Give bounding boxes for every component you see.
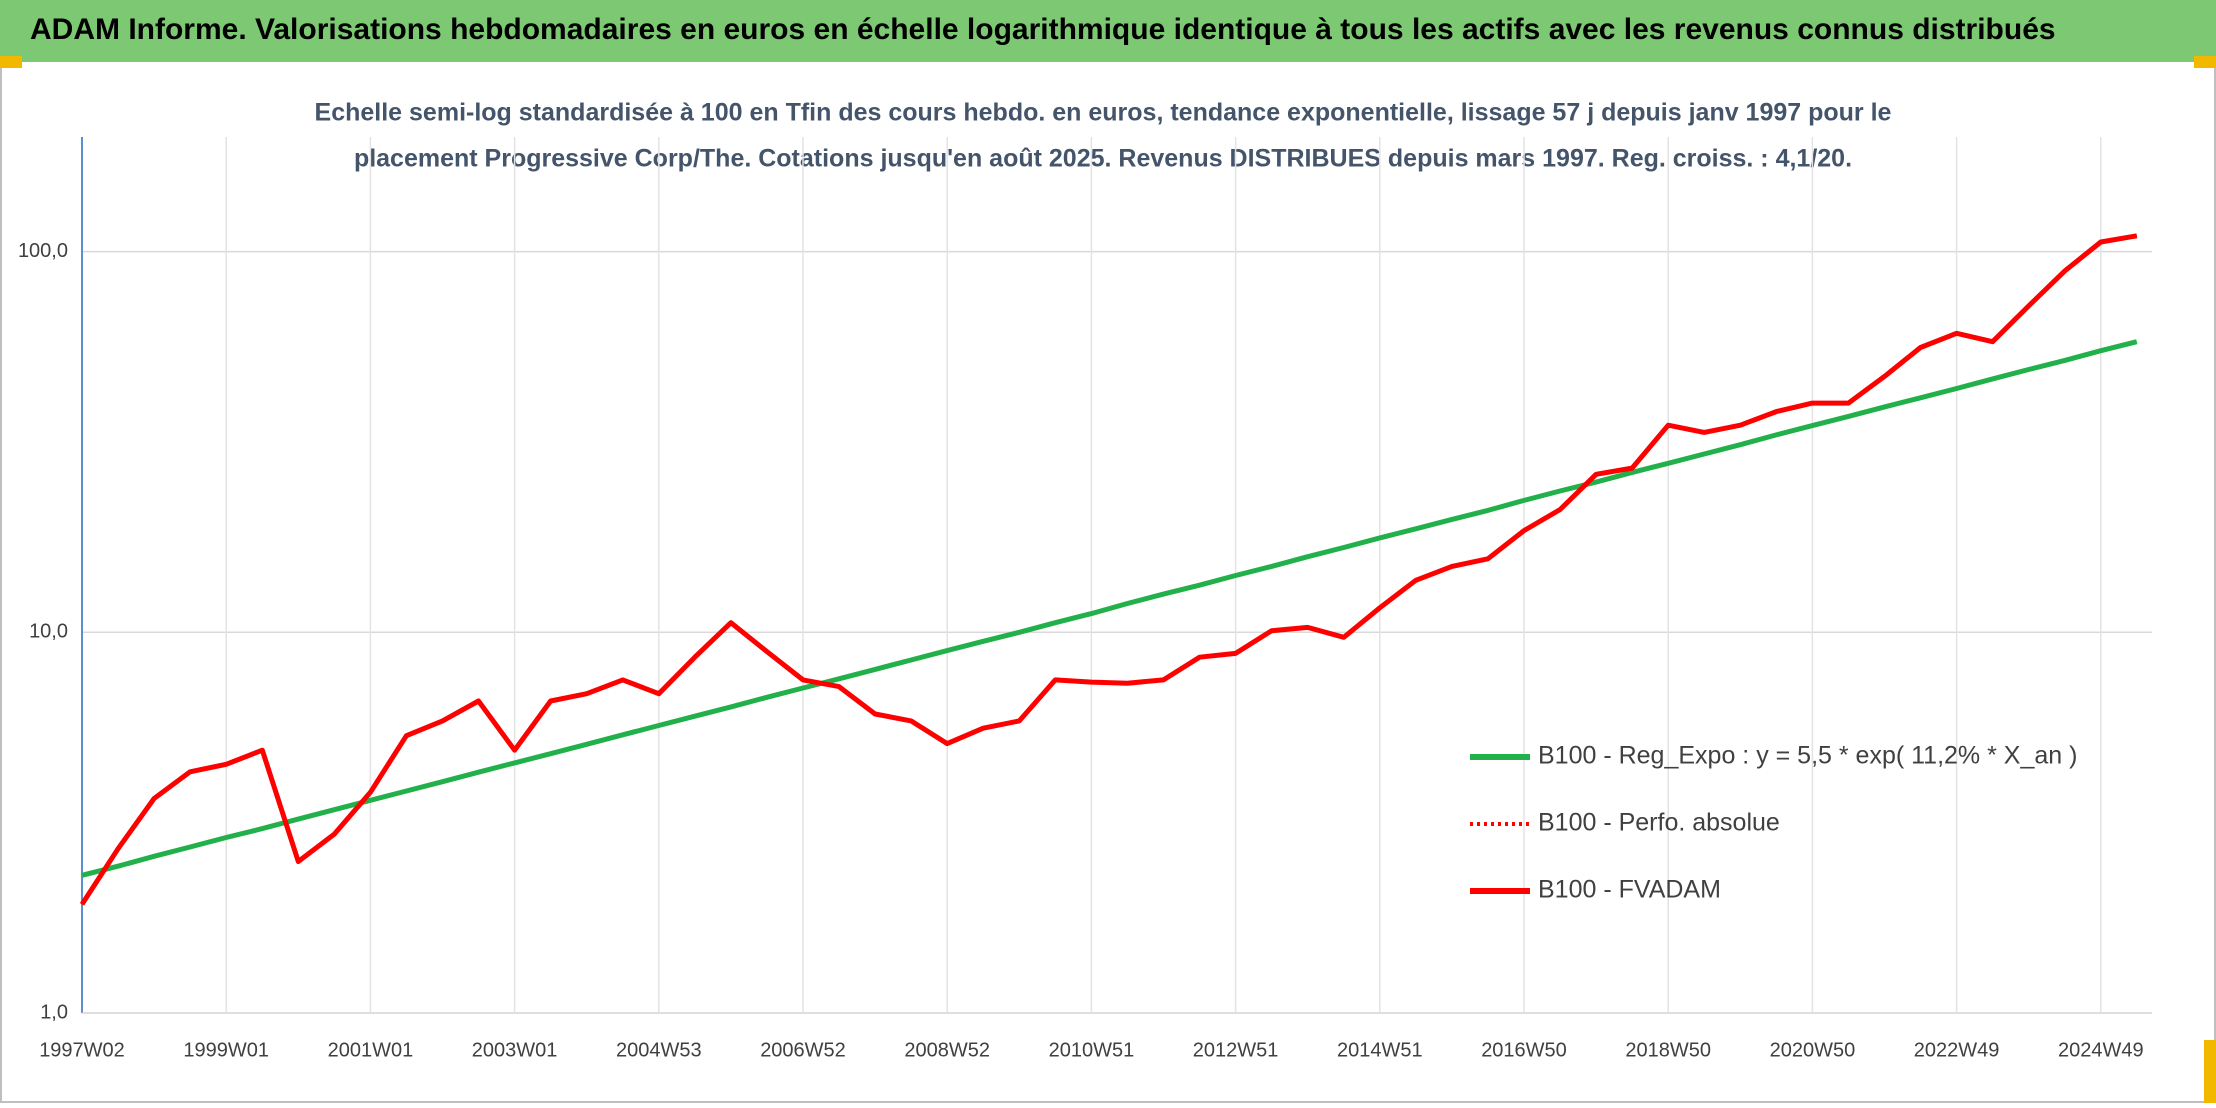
x-tick-label: 2012W51: [1193, 1039, 1279, 1061]
x-tick-label: 2020W50: [1770, 1039, 1856, 1061]
x-tick-label: 1999W01: [183, 1039, 269, 1061]
chart-subtitle: Echelle semi-log standardisée à 100 en T…: [315, 99, 1892, 127]
x-tick-label: 2024W49: [2058, 1039, 2144, 1061]
x-tick-label: 2001W01: [328, 1039, 414, 1061]
chart-subtitle: placement Progressive Corp/The. Cotation…: [354, 145, 1852, 173]
corner-mark: [2204, 1040, 2216, 1103]
y-tick-label: 1,0: [40, 1001, 68, 1023]
series-line: [79, 233, 2138, 906]
series-line: [81, 339, 2138, 878]
legend-label: B100 - Perfo. absolue: [1538, 809, 1780, 837]
x-tick-label: 2006W52: [760, 1039, 846, 1061]
x-tick-label: 2003W01: [472, 1039, 558, 1061]
header-bar: [0, 0, 2216, 62]
corner-mark: [0, 56, 22, 68]
x-tick-label: 2010W51: [1049, 1039, 1135, 1061]
x-tick-label: 1997W02: [39, 1039, 125, 1061]
y-tick-label: 10,0: [29, 621, 68, 643]
x-tick-label: 2008W52: [904, 1039, 990, 1061]
x-tick-label: 2014W51: [1337, 1039, 1423, 1061]
x-tick-label: 2004W53: [616, 1039, 702, 1061]
y-tick-label: 100,0: [18, 240, 68, 262]
legend-label: B100 - FVADAM: [1538, 876, 1721, 904]
corner-mark: [2194, 56, 2216, 68]
chart-title: ADAM Informe. Valorisations hebdomadaire…: [30, 13, 2056, 46]
x-tick-label: 2022W49: [1914, 1039, 2000, 1061]
x-tick-label: 2018W50: [1625, 1039, 1711, 1061]
x-tick-label: 2016W50: [1481, 1039, 1567, 1061]
legend-label: B100 - Reg_Expo : y = 5,5 * exp( 11,2% *…: [1538, 742, 2077, 770]
